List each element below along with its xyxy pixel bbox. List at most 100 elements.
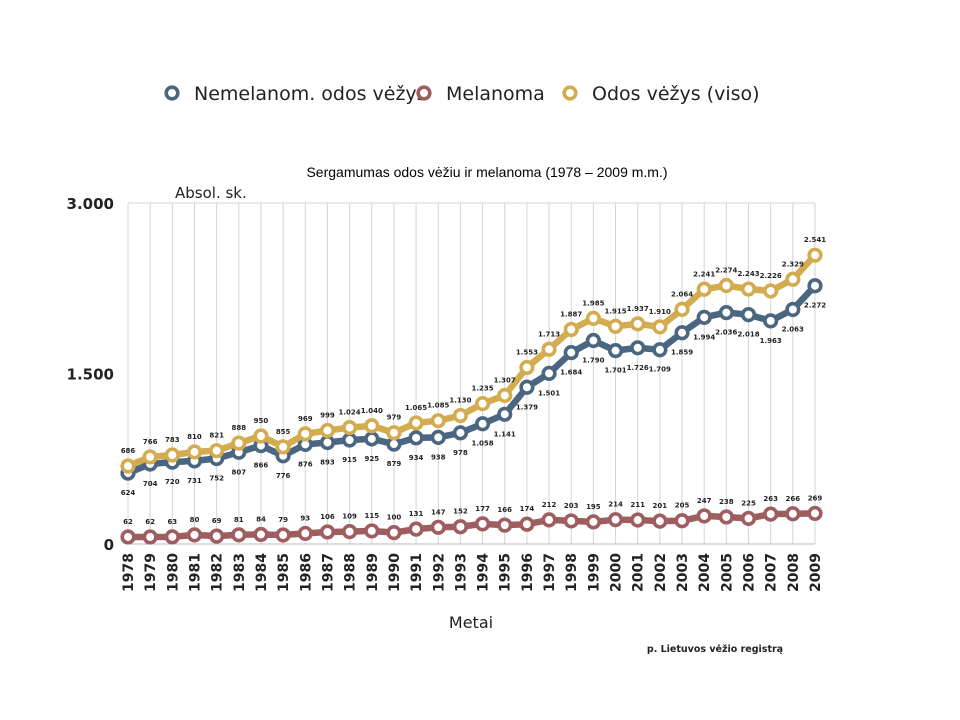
data-label: 2.243	[737, 270, 759, 278]
data-point	[763, 283, 779, 299]
data-point	[430, 429, 446, 445]
data-point	[519, 359, 535, 376]
data-label: 1.887	[560, 311, 582, 319]
data-label: 925	[364, 455, 379, 463]
data-point	[563, 321, 579, 338]
x-tick-label: 1988	[343, 553, 359, 592]
data-label: 152	[453, 508, 468, 516]
data-point	[275, 439, 291, 455]
legend-marker	[164, 85, 180, 101]
data-point	[674, 301, 690, 317]
data-label: 1.065	[405, 404, 427, 412]
data-label: 720	[165, 478, 180, 486]
data-label: 247	[697, 497, 712, 505]
data-label: 766	[143, 438, 158, 446]
data-label: 934	[409, 454, 424, 462]
y-tick-label: 0	[104, 536, 114, 554]
data-point	[763, 313, 779, 329]
data-label: 211	[630, 501, 645, 509]
data-point	[785, 271, 801, 287]
data-point	[452, 407, 469, 424]
data-point	[209, 443, 225, 459]
data-label: 855	[276, 428, 291, 436]
data-point	[142, 529, 158, 545]
x-tick-label: 1992	[431, 553, 447, 592]
data-point	[364, 523, 380, 539]
data-point	[807, 505, 823, 522]
data-label: 1.235	[472, 385, 494, 393]
x-tick-label: 1986	[298, 553, 314, 592]
data-point	[674, 513, 690, 529]
series-layer	[120, 247, 823, 545]
data-point	[253, 428, 269, 444]
data-point	[607, 343, 624, 359]
data-point	[696, 281, 712, 297]
data-point	[541, 512, 557, 528]
data-label: 201	[653, 502, 668, 510]
data-point	[785, 301, 801, 318]
data-label: 950	[254, 417, 269, 425]
x-tick-label: 1982	[210, 553, 226, 592]
data-label: 1.713	[538, 330, 560, 338]
data-label: 810	[187, 433, 202, 441]
data-label: 807	[231, 468, 246, 476]
data-point	[120, 529, 136, 545]
data-point	[319, 524, 336, 540]
x-tick-label: 2009	[808, 553, 824, 592]
data-label: 2.329	[782, 260, 804, 268]
x-tick-label: 1991	[409, 553, 425, 592]
data-point	[807, 247, 823, 263]
data-label: 1.910	[649, 308, 671, 316]
data-point	[408, 415, 424, 431]
data-label: 69	[212, 517, 222, 525]
data-point	[630, 512, 646, 528]
data-label: 1.963	[760, 337, 782, 345]
data-label: 999	[320, 411, 335, 419]
data-point	[652, 513, 668, 529]
data-point	[497, 406, 513, 422]
x-axis-ticks: 1978 1979 1980 1981 1982 1983 1984 1985 1986 1987…	[121, 553, 824, 592]
data-label: 1.985	[582, 299, 604, 307]
data-label: 147	[431, 508, 446, 516]
data-point	[718, 304, 734, 321]
data-point	[718, 509, 734, 525]
data-label: 203	[564, 502, 579, 510]
x-tick-label: 1984	[254, 553, 270, 592]
data-point	[497, 387, 513, 404]
data-point	[430, 413, 446, 429]
data-point	[497, 517, 513, 533]
data-point	[430, 519, 446, 535]
data-point	[164, 529, 180, 545]
x-tick-label: 2000	[609, 553, 625, 592]
data-label: 876	[298, 460, 313, 468]
data-label: 1.307	[494, 376, 516, 384]
data-point	[364, 418, 380, 434]
x-tick-label: 2007	[764, 553, 780, 592]
legend-marker	[416, 85, 432, 101]
data-label: 177	[475, 505, 490, 513]
data-labels: 624 704 720 731 752 807 866 776 876 893 915 925 879 9…	[121, 236, 827, 526]
y-axis-ticks: 0 1.500 3.000	[67, 195, 114, 554]
data-point	[364, 431, 380, 447]
x-tick-label: 1998	[564, 553, 580, 592]
data-label: 1.684	[560, 369, 582, 377]
data-point	[519, 516, 535, 532]
data-point	[607, 318, 624, 334]
legend-marker	[562, 85, 578, 101]
data-label: 195	[586, 503, 601, 511]
data-label: 225	[741, 499, 756, 507]
data-point	[630, 316, 646, 332]
x-tick-label: 1990	[387, 553, 403, 592]
data-point	[342, 432, 358, 448]
data-label: 752	[209, 475, 224, 483]
data-label: 1.709	[649, 366, 671, 374]
data-label: 1.058	[472, 440, 494, 448]
data-label: 263	[763, 495, 778, 503]
y-tick-label: 1.500	[67, 366, 114, 384]
data-label: 938	[431, 453, 446, 461]
data-label: 979	[387, 414, 402, 422]
x-tick-label: 1981	[187, 553, 203, 592]
data-point	[740, 307, 757, 323]
y-tick-label: 3.000	[67, 195, 114, 213]
